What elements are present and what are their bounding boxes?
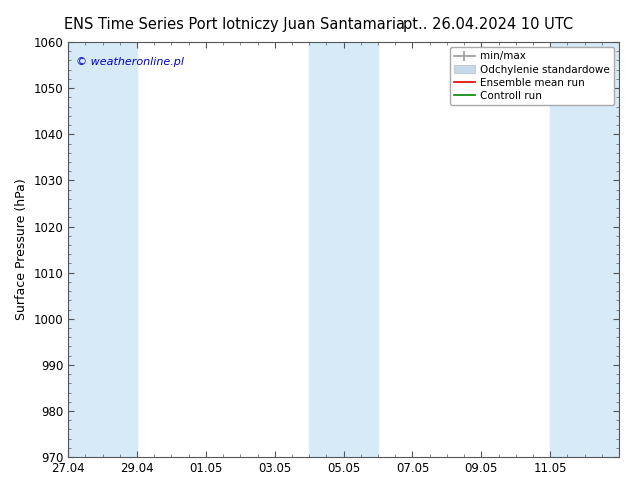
Text: ENS Time Series Port lotniczy Juan Santamaria: ENS Time Series Port lotniczy Juan Santa… [64,17,405,32]
Bar [309,42,378,457]
Y-axis label: Surface Pressure (hPa): Surface Pressure (hPa) [15,179,28,320]
Text: pt.. 26.04.2024 10 UTC: pt.. 26.04.2024 10 UTC [403,17,573,32]
Bar [550,42,619,457]
Text: © weatheronline.pl: © weatheronline.pl [77,56,184,67]
Bar [68,42,137,457]
Legend: min/max, Odchylenie standardowe, Ensemble mean run, Controll run: min/max, Odchylenie standardowe, Ensembl… [450,47,614,105]
